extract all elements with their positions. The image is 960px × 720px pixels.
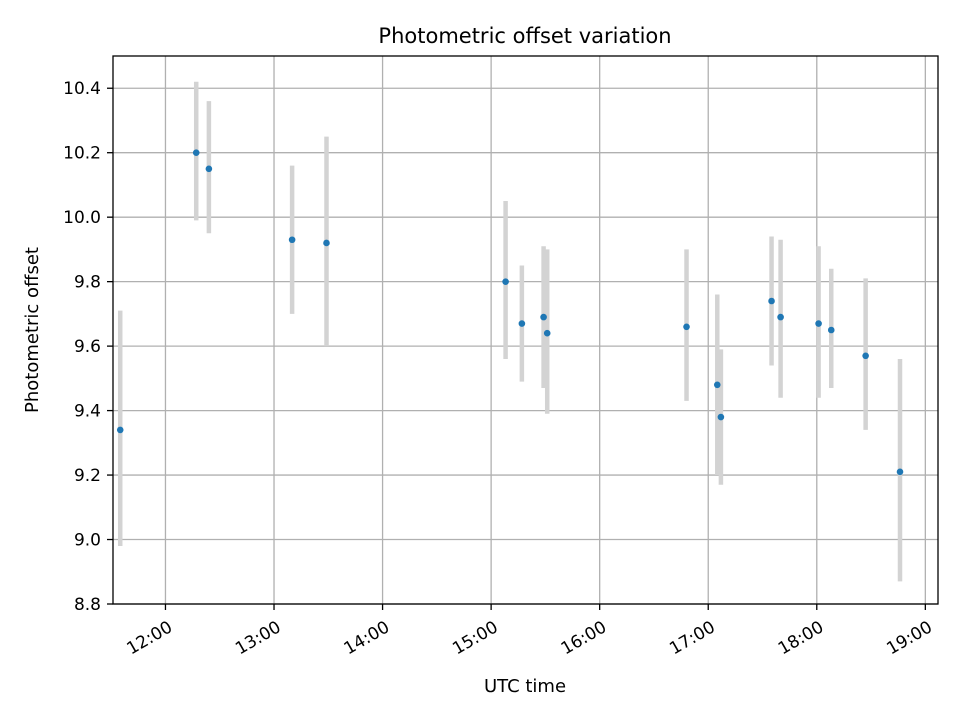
- data-point: [502, 278, 509, 285]
- y-axis-label: Photometric offset: [22, 247, 43, 413]
- data-point: [777, 313, 784, 321]
- x-tick-label: 12:00: [124, 617, 176, 659]
- data-point: [288, 236, 296, 244]
- data-point: [543, 329, 551, 337]
- data-points: [116, 149, 904, 476]
- x-axis-label: UTC time: [484, 676, 566, 697]
- x-tick-label: 16:00: [558, 617, 610, 659]
- error-bars: [117, 81, 903, 582]
- x-tick-label: 14:00: [341, 617, 393, 659]
- y-tick-label: 9.4: [74, 402, 101, 422]
- data-point: [768, 297, 775, 305]
- data-point: [713, 381, 721, 389]
- x-tick-label: 15:00: [449, 617, 501, 659]
- chart-title: Photometric offset variation: [378, 24, 671, 48]
- y-tick-label: 9.2: [74, 466, 101, 486]
- x-tick-label: 17:00: [666, 617, 718, 659]
- data-point: [896, 468, 904, 476]
- y-tick-label: 9.8: [74, 273, 101, 293]
- y-tick-label: 8.8: [74, 595, 101, 615]
- data-point: [205, 165, 213, 173]
- y-tick-label: 10.0: [63, 208, 101, 228]
- data-point: [815, 320, 822, 327]
- data-point: [827, 326, 835, 334]
- data-point: [518, 320, 526, 327]
- x-tick-label: 19:00: [883, 617, 935, 659]
- y-tick-label: 9.6: [74, 337, 101, 357]
- data-point: [717, 413, 725, 421]
- plot-frame: [112, 55, 939, 605]
- y-tick-label: 10.2: [63, 144, 101, 164]
- y-axis-ticks: 8.8 9.0 9.2 9.4 9.6 9.8 10.0 10.2 10.4: [63, 79, 113, 615]
- x-axis-ticks: 12:00 13:00 14:00 15:00 16:00 17:00 18:00 19:00: [124, 604, 936, 659]
- data-point: [116, 426, 124, 434]
- data-point: [323, 239, 330, 247]
- data-point: [192, 149, 200, 157]
- y-tick-label: 10.4: [63, 79, 101, 99]
- data-point: [683, 323, 690, 331]
- x-tick-label: 13:00: [232, 617, 284, 659]
- data-point: [862, 352, 869, 360]
- data-point: [540, 313, 547, 321]
- y-tick-label: 9.0: [74, 531, 101, 551]
- x-tick-label: 18:00: [775, 617, 827, 659]
- grid: [113, 56, 938, 605]
